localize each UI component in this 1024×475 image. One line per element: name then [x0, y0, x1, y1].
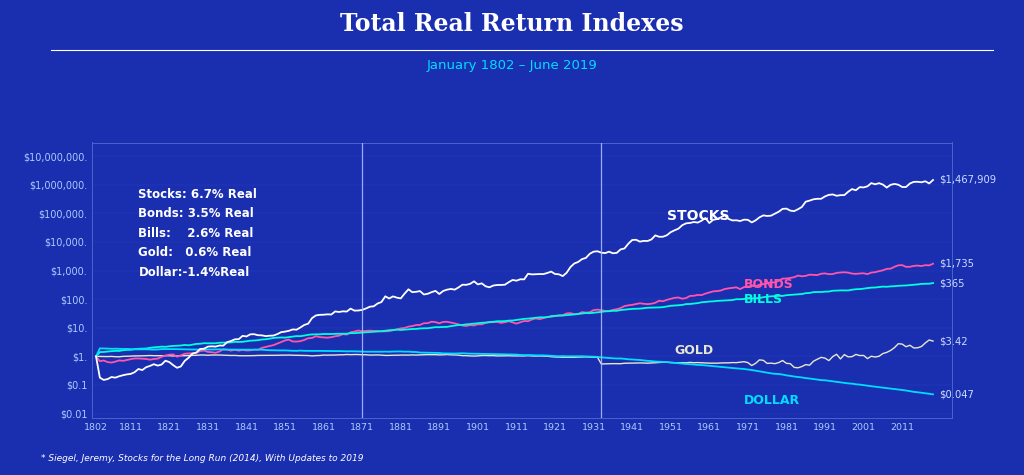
- Text: $0.047: $0.047: [939, 390, 974, 399]
- Text: BONDS: BONDS: [744, 278, 794, 291]
- Text: DOLLAR: DOLLAR: [744, 394, 800, 407]
- Text: Total Real Return Indexes: Total Real Return Indexes: [340, 12, 684, 36]
- Text: $3.42: $3.42: [939, 336, 968, 346]
- Text: $365: $365: [939, 278, 965, 288]
- Text: STOCKS: STOCKS: [667, 209, 729, 223]
- Text: BILLS: BILLS: [744, 293, 783, 306]
- Text: January 1802 – June 2019: January 1802 – June 2019: [427, 59, 597, 72]
- Text: GOLD: GOLD: [675, 344, 714, 357]
- Text: * Siegel, Jeremy, Stocks for the Long Run (2014), With Updates to 2019: * Siegel, Jeremy, Stocks for the Long Ru…: [41, 454, 364, 463]
- Text: $1,735: $1,735: [939, 259, 974, 269]
- Text: $1,467,909: $1,467,909: [939, 175, 996, 185]
- Text: Stocks: 6.7% Real
Bonds: 3.5% Real
Bills:    2.6% Real
Gold:   0.6% Real
Dollar:: Stocks: 6.7% Real Bonds: 3.5% Real Bills…: [138, 188, 257, 278]
